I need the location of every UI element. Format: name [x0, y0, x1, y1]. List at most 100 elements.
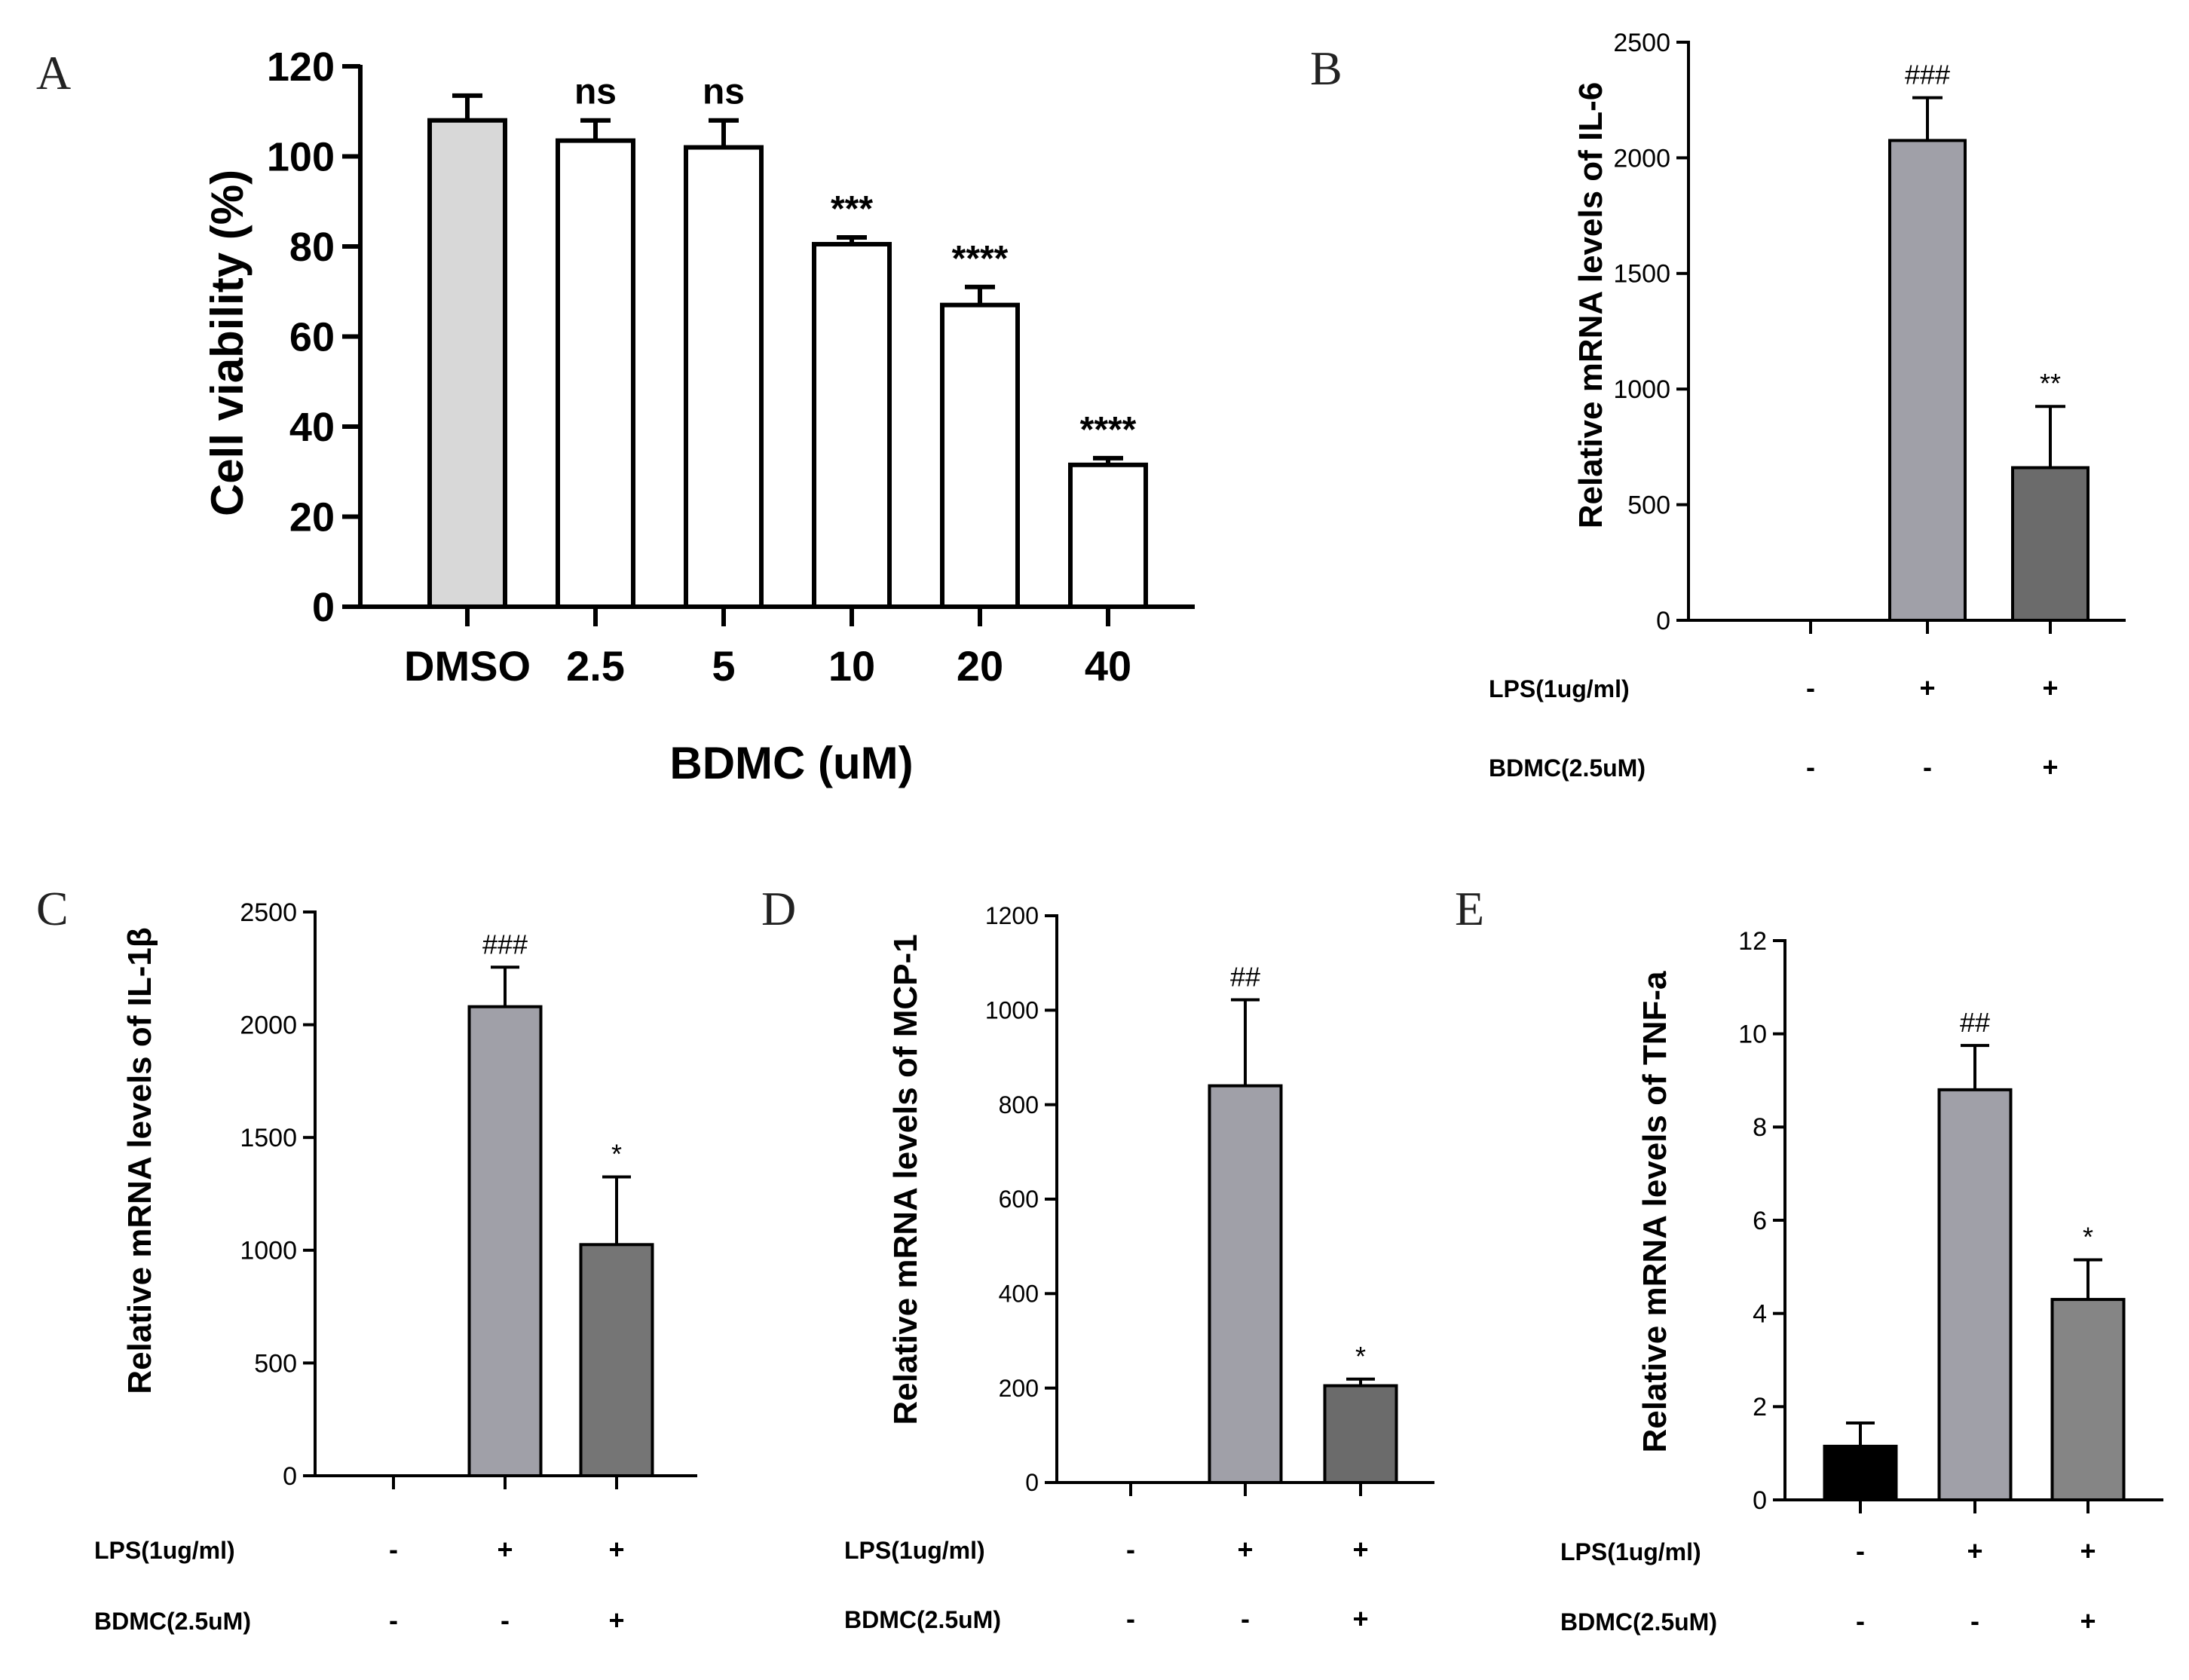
y-tick-label: 100 — [267, 134, 335, 179]
y-tick-label: 0 — [1025, 1469, 1039, 1496]
significance-label: *** — [831, 189, 873, 229]
significance-label: ### — [482, 929, 528, 959]
y-tick-label: 600 — [999, 1186, 1039, 1213]
treatment-label-lps: LPS(1ug/ml) — [94, 1537, 235, 1564]
error-bar — [1231, 998, 1260, 1086]
error-bar — [1093, 455, 1123, 465]
significance-label: **** — [952, 239, 1009, 279]
treatment-sign: - — [1856, 1605, 1865, 1636]
treatment-sign: + — [1919, 672, 1935, 703]
treatment-sign: - — [1241, 1603, 1250, 1634]
y-tick-label: 20 — [289, 494, 335, 540]
bar — [427, 118, 507, 609]
y-tick-label: 400 — [999, 1281, 1039, 1308]
panel-letter: E — [1455, 882, 1484, 935]
y-tick-label: 200 — [999, 1375, 1039, 1402]
x-axis-title: BDMC (uM) — [669, 738, 913, 788]
treatment-label-bdmc: BDMC(2.5uM) — [94, 1608, 251, 1635]
bar — [684, 145, 764, 610]
significance-label: ### — [1905, 60, 1950, 90]
error-bar — [602, 1175, 631, 1245]
y-tick-label: 2500 — [1613, 29, 1670, 57]
x-tick-label: 2.5 — [566, 642, 625, 690]
y-tick-label: 1200 — [985, 902, 1039, 929]
error-bar — [837, 235, 867, 245]
treatment-sign: - — [1126, 1534, 1135, 1565]
y-tick-label: 4 — [1753, 1300, 1767, 1329]
panel-letter: C — [36, 882, 69, 935]
y-tick-label: 2000 — [1613, 144, 1670, 173]
treatment-label-bdmc: BDMC(2.5uM) — [1489, 754, 1646, 782]
error-bar — [1961, 1044, 1989, 1090]
significance-label: * — [1355, 1341, 1366, 1372]
treatment-sign: - — [1126, 1603, 1135, 1634]
treatment-sign: - — [1970, 1605, 1979, 1636]
error-bar — [580, 118, 611, 141]
treatment-sign: + — [2042, 751, 2058, 782]
y-tick-label: 8 — [1753, 1113, 1767, 1142]
bar — [1888, 139, 1967, 622]
treatment-sign: + — [608, 1605, 624, 1636]
error-bar — [452, 93, 482, 121]
x-tick-label: 5 — [712, 642, 735, 690]
error-bar — [1912, 96, 1943, 141]
y-tick-label: 40 — [289, 405, 335, 450]
y-tick-label: 2 — [1753, 1393, 1767, 1421]
treatment-sign: + — [497, 1534, 513, 1565]
y-tick-label: 12 — [1738, 927, 1767, 956]
error-bar — [1846, 1421, 1875, 1446]
y-axis-title: Relative mRNA levels of IL-1β — [121, 927, 158, 1394]
treatment-sign: + — [1237, 1534, 1253, 1565]
treatment-sign: + — [2080, 1535, 2096, 1566]
significance-label: * — [611, 1139, 622, 1170]
x-tick-label: 40 — [1085, 642, 1131, 690]
treatment-label-lps: LPS(1ug/ml) — [844, 1537, 985, 1564]
treatment-label-bdmc: BDMC(2.5uM) — [1560, 1608, 1717, 1636]
treatment-sign: + — [2080, 1605, 2096, 1636]
y-tick-label: 0 — [1656, 607, 1670, 635]
error-bar — [709, 118, 739, 148]
bar — [2050, 1298, 2126, 1502]
bar — [812, 242, 892, 609]
y-tick-label: 500 — [254, 1349, 297, 1378]
significance-label: **** — [1080, 410, 1137, 450]
y-tick-label: 6 — [1753, 1207, 1767, 1235]
error-bar — [2035, 405, 2065, 468]
y-axis-title: Relative mRNA levels of IL-6 — [1572, 82, 1609, 529]
treatment-sign: + — [1967, 1535, 1982, 1566]
significance-label: ## — [1230, 962, 1260, 993]
treatment-sign: - — [389, 1534, 398, 1565]
y-tick-label: 120 — [267, 44, 335, 90]
y-axis-title: Cell viability (%) — [202, 170, 253, 516]
treatment-sign: + — [1352, 1603, 1368, 1634]
y-tick-label: 1500 — [240, 1124, 297, 1152]
y-tick-label: 0 — [312, 585, 335, 630]
treatment-sign: + — [1352, 1534, 1368, 1565]
panel-letter: D — [761, 882, 796, 935]
panel-d-mcp1-chart: D ## * 0 200 400 600 800 1000 1200 - + + - - + Relati… — [761, 882, 1434, 1634]
y-tick-label: 10 — [1738, 1021, 1767, 1049]
panel-letter: B — [1310, 41, 1342, 95]
y-axis-title: Relative mRNA levels of MCP-1 — [887, 934, 924, 1424]
panel-letter: A — [36, 46, 71, 99]
y-tick-label: 60 — [289, 314, 335, 360]
treatment-label-lps: LPS(1ug/ml) — [1489, 675, 1630, 702]
x-tick-label: 10 — [828, 642, 875, 690]
error-bar — [2074, 1258, 2102, 1300]
treatment-sign: + — [608, 1534, 624, 1565]
y-tick-label: 1000 — [985, 997, 1039, 1024]
treatment-label-lps: LPS(1ug/ml) — [1560, 1538, 1701, 1565]
y-tick-label: 2000 — [240, 1011, 297, 1040]
bar — [1937, 1088, 2013, 1502]
treatment-sign: - — [1856, 1535, 1865, 1566]
y-tick-label: 1000 — [240, 1237, 297, 1265]
y-tick-label: 0 — [1753, 1486, 1767, 1515]
treatment-sign: - — [1806, 751, 1815, 782]
bar — [579, 1243, 654, 1477]
bar — [2011, 466, 2090, 623]
y-tick-label: 0 — [283, 1462, 297, 1491]
y-tick-label: 800 — [999, 1091, 1039, 1118]
significance-label: ns — [574, 72, 617, 112]
bar — [467, 1005, 543, 1477]
